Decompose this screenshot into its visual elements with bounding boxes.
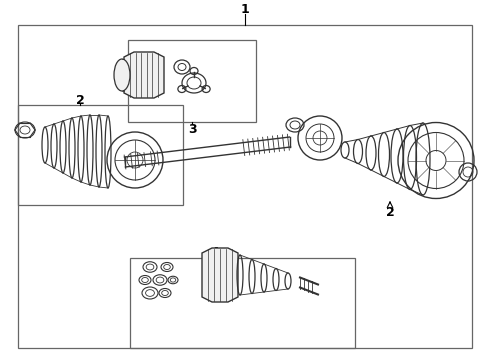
Polygon shape	[124, 52, 164, 98]
Text: 4: 4	[211, 247, 220, 260]
Bar	[18, 25, 472, 348]
Bar	[128, 40, 256, 122]
Text: 2: 2	[75, 94, 84, 107]
Text: 3: 3	[188, 122, 196, 135]
Bar	[130, 258, 355, 348]
Polygon shape	[202, 248, 238, 302]
Bar	[18, 105, 183, 205]
Text: 2: 2	[386, 206, 394, 219]
Text: 1: 1	[241, 3, 249, 15]
Ellipse shape	[114, 59, 130, 91]
